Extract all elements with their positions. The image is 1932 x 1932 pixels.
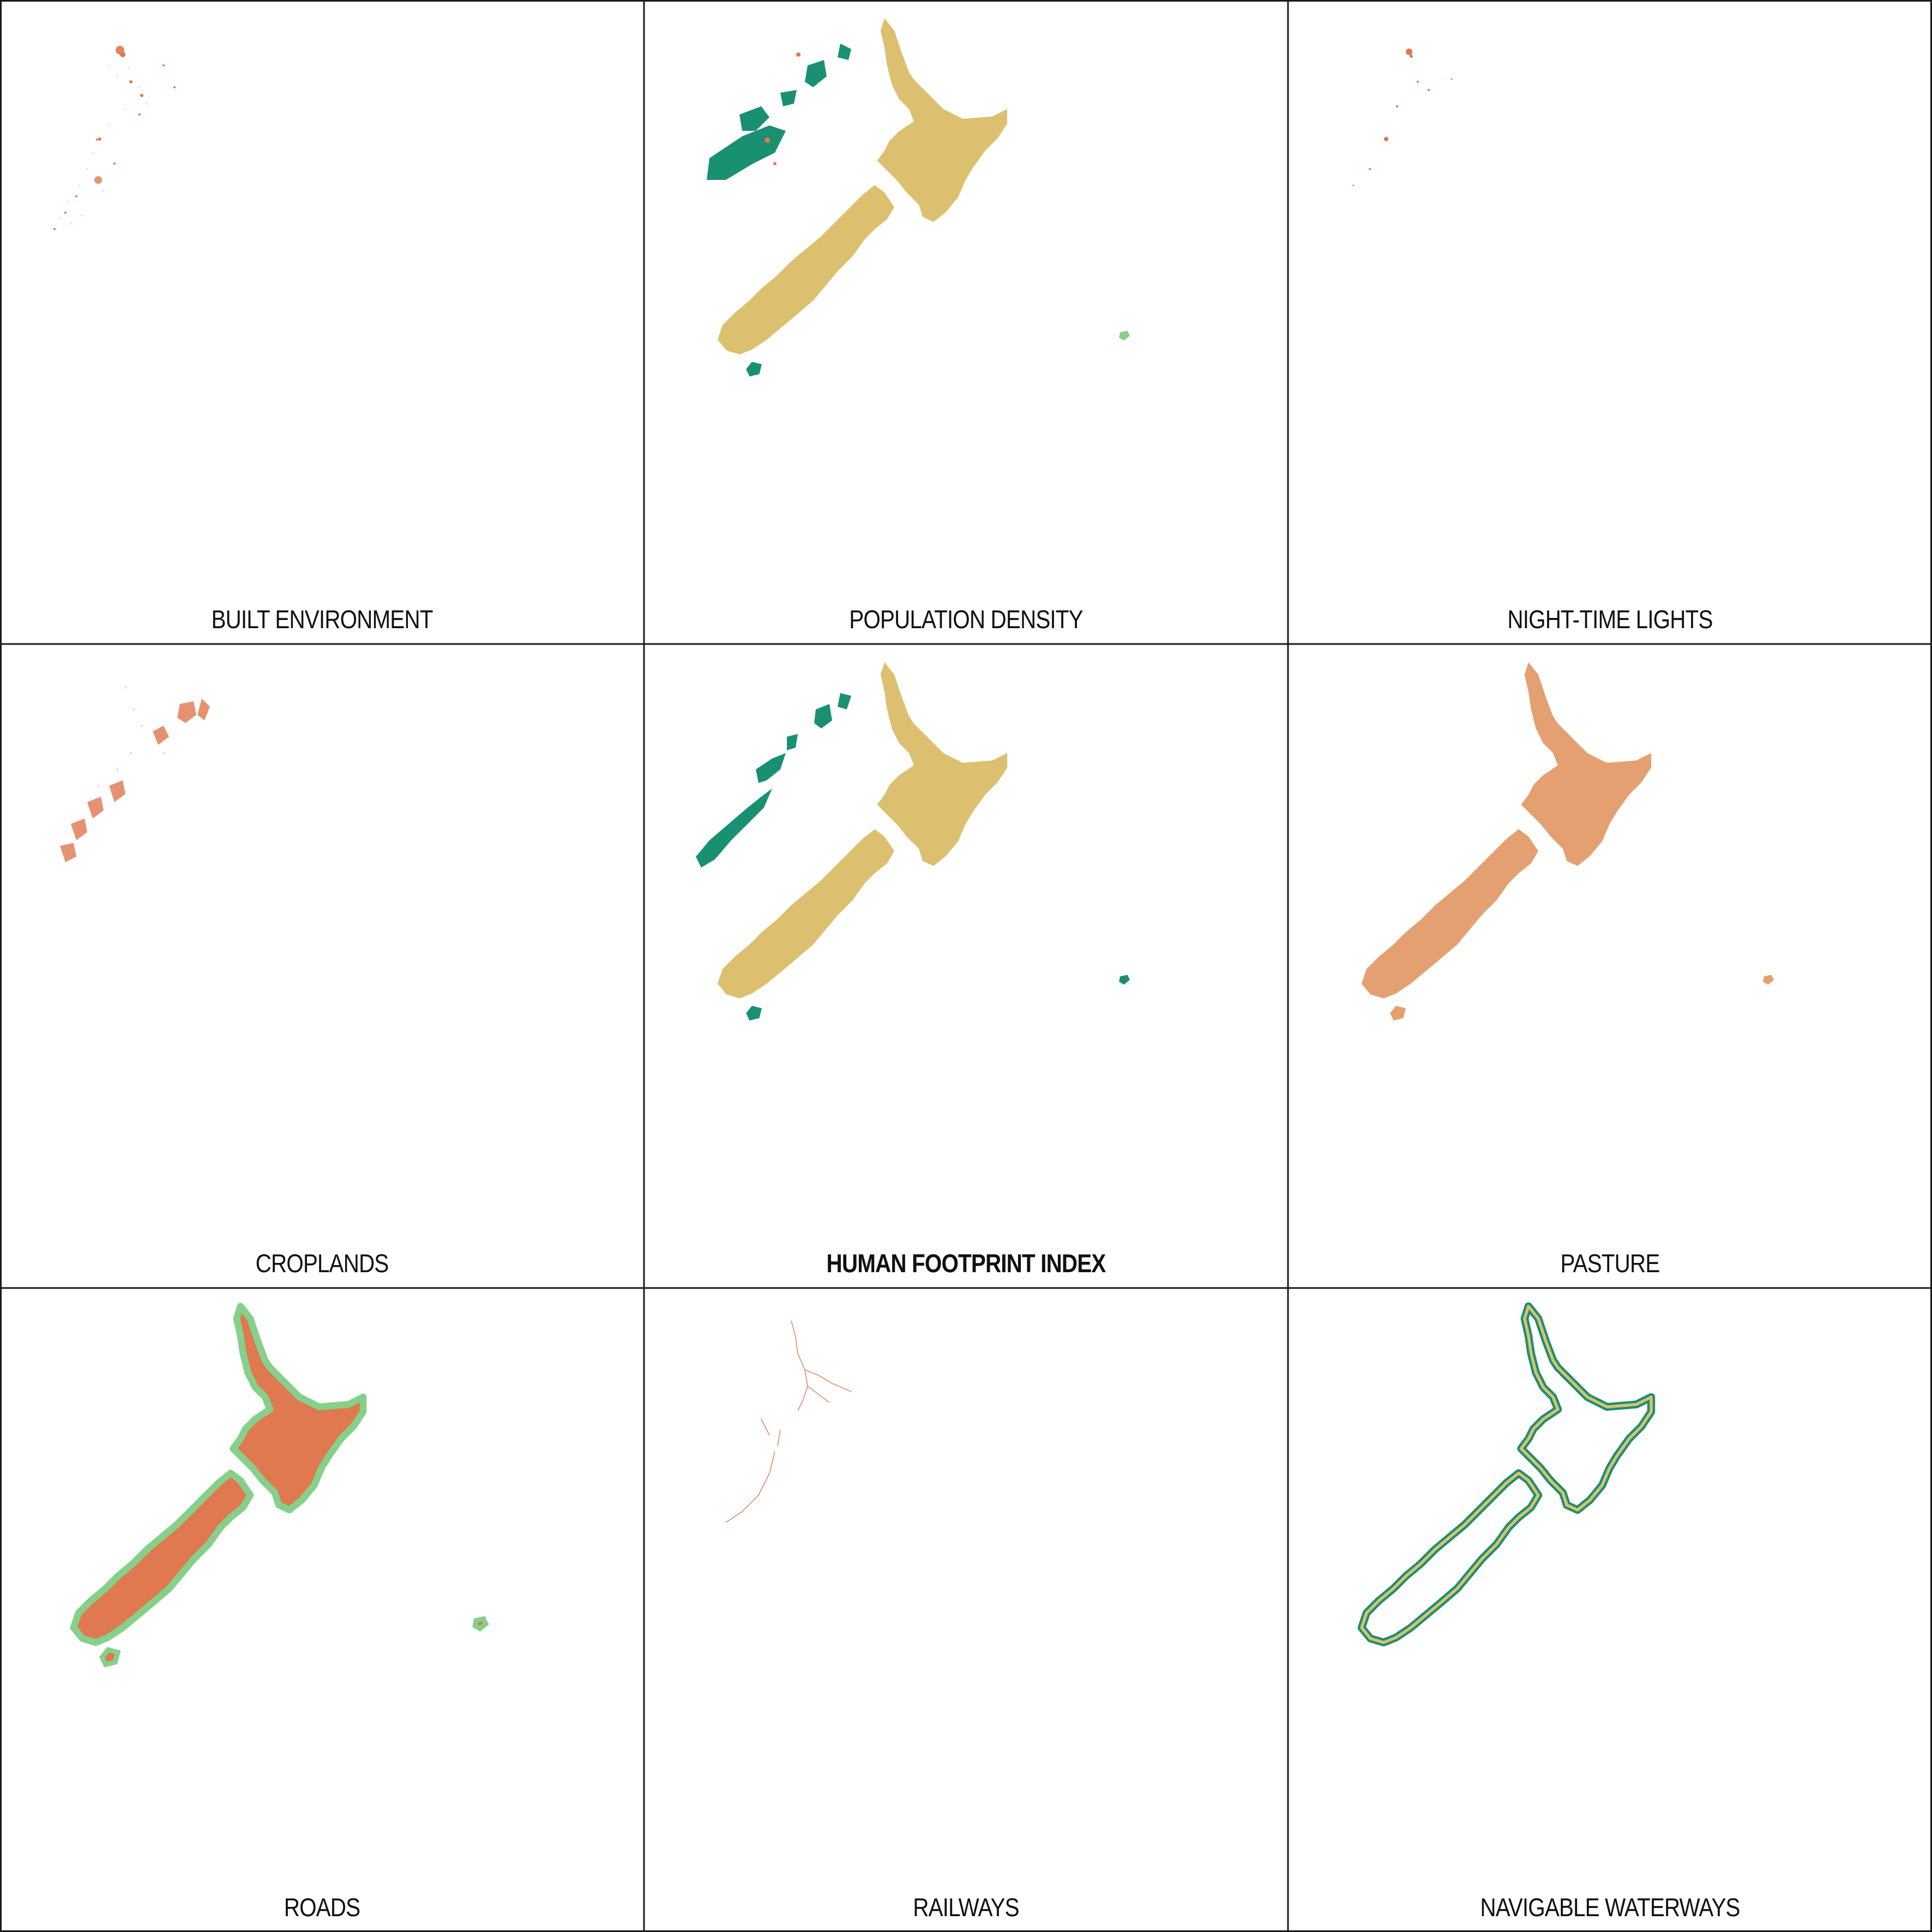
panel-roads: ROADS <box>0 1288 644 1932</box>
population-density-map <box>707 18 1130 377</box>
human-footprint-index-map <box>696 662 1130 1021</box>
panel-built-environment: BUILT ENVIRONMENT <box>0 0 644 644</box>
panel-night-time-lights: NIGHT-TIME LIGHTS <box>1288 0 1932 644</box>
croplands-map <box>60 687 210 862</box>
panel-title: BUILT ENVIRONMENT <box>211 605 433 634</box>
panel-title: POPULATION DENSITY <box>849 605 1083 634</box>
built-environment-points <box>53 46 176 230</box>
panel-population-density: POPULATION DENSITY <box>644 0 1288 644</box>
panel-title: NIGHT-TIME LIGHTS <box>1507 605 1713 634</box>
panel-title: RAILWAYS <box>913 1893 1019 1922</box>
built-environment-map <box>53 46 176 230</box>
panel-title: HUMAN FOOTPRINT INDEX <box>826 1249 1106 1278</box>
panel-railways: RAILWAYS <box>644 1288 1288 1932</box>
panel-title: NAVIGABLE WATERWAYS <box>1480 1893 1740 1922</box>
roads-map <box>0 1288 644 1932</box>
panel-human-footprint-index: HUMAN FOOTPRINT INDEX <box>644 644 1288 1288</box>
panel-title: PASTURE <box>1560 1249 1660 1278</box>
population-low-patches <box>707 44 851 180</box>
panel-title: CROPLANDS <box>255 1249 389 1278</box>
night-lights-points <box>1352 49 1453 186</box>
pasture-map <box>1362 662 1774 1021</box>
panel-title: ROADS <box>284 1893 360 1922</box>
navigable-waterways-map <box>1288 1288 1932 1932</box>
hfi-low-patches <box>696 693 851 868</box>
railway-lines <box>725 1320 852 1523</box>
croplands-clusters <box>60 699 210 862</box>
panel-pasture: PASTURE <box>1288 644 1932 1288</box>
panel-navigable-waterways: NAVIGABLE WATERWAYS <box>1288 1288 1932 1932</box>
pasture-gaps <box>1389 696 1480 821</box>
night-time-lights-map <box>1352 49 1453 186</box>
built-environment-scatter <box>59 64 148 225</box>
railways-map <box>725 1320 852 1523</box>
panel-croplands: CROPLANDS <box>0 644 644 1288</box>
